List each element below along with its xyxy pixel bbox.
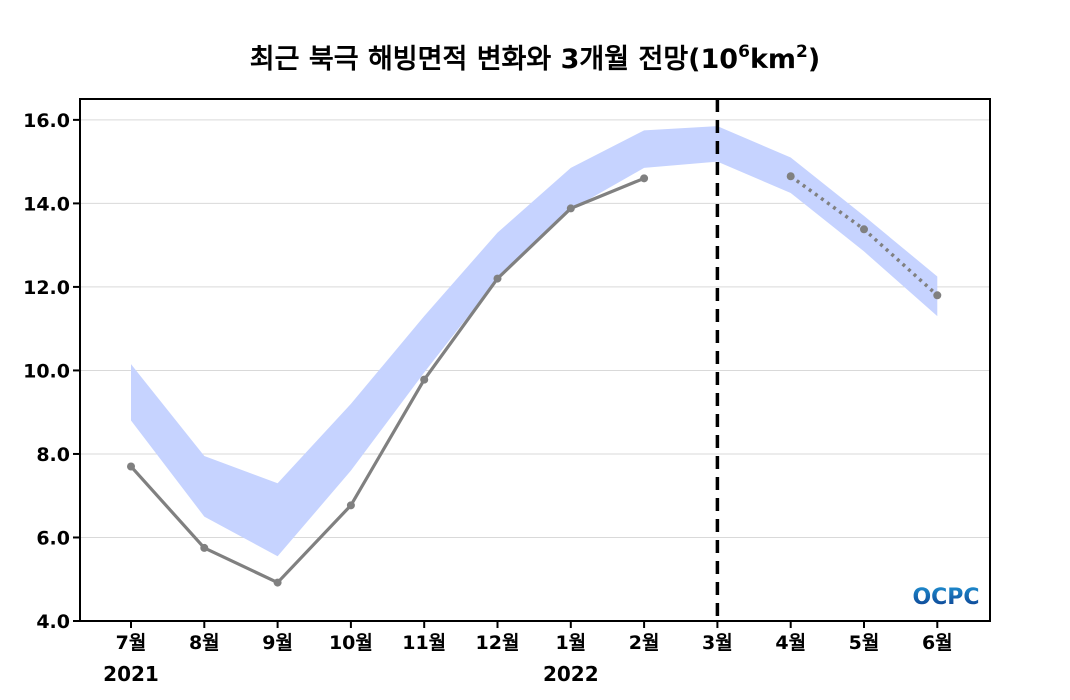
y-tick-label: 4.0 [36,611,70,633]
x-tick-label: 8월 [189,632,220,654]
x-tick-label: 5월 [849,632,880,654]
y-axis: 4.0 6.0 8.0 10.0 12.0 14.0 16.0 [23,110,80,633]
x-tick-label: 3월 [702,632,733,654]
y-tick-label: 6.0 [36,527,70,549]
chart-title: 최근 북극 해빙면적 변화와 3개월 전망(106km2) [250,42,820,75]
x-tick-label: 1월 [555,632,586,654]
year-label: 2022 [543,662,599,686]
y-tick-label: 8.0 [36,444,70,466]
data-point [933,291,942,300]
y-tick-label: 10.0 [23,360,70,382]
y-tick-label: 16.0 [23,110,70,132]
x-tick-label: 12월 [476,632,520,654]
data-point [493,274,502,283]
data-point [346,501,355,510]
y-tick-label: 12.0 [23,277,70,299]
forecast-band-area [131,126,938,557]
x-tick-label: 4월 [775,632,806,654]
x-tick-label: 6월 [922,632,953,654]
data-point [566,204,575,213]
x-tick-label: 11월 [402,632,446,654]
data-point [420,375,429,384]
y-tick-label: 14.0 [23,193,70,215]
year-label: 2021 [103,662,159,686]
data-point [273,578,282,587]
data-point [200,543,209,552]
x-axis: 7월 8월 9월 10월 11월 12월 1월 2월 3월 4월 5월 6월 [116,621,953,654]
plot-area-border [79,98,991,622]
year-labels: 2021 2022 [103,662,598,686]
x-tick-label: 9월 [262,632,293,654]
forecast-range-band [131,126,938,557]
plot-frame [79,98,991,622]
data-point [640,174,649,183]
data-point [786,172,795,181]
x-tick-label: 2월 [629,632,660,654]
x-tick-label: 10월 [329,632,373,654]
series-lines [127,172,942,587]
x-tick-label: 7월 [116,632,147,654]
ocpc-logo: OCPC [912,585,979,610]
data-point [127,462,135,471]
observed-line [129,176,645,585]
data-point [860,225,868,234]
